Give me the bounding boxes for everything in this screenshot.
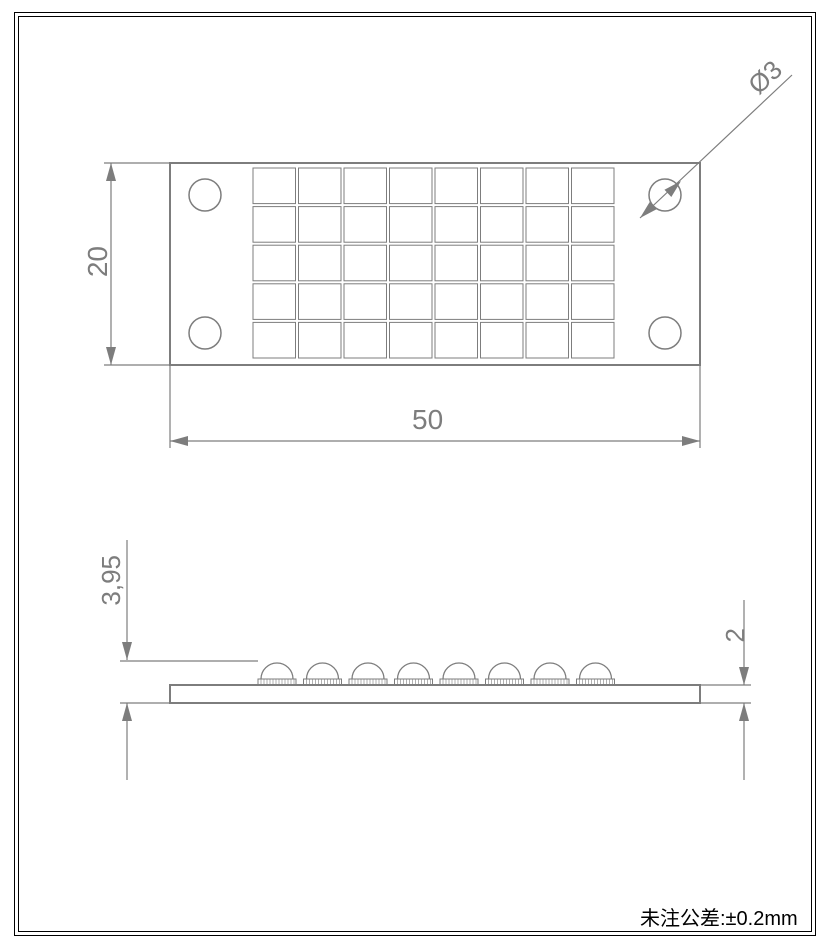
dim-height-2: 2 <box>720 628 751 642</box>
dim-height-20: 20 <box>82 246 114 277</box>
tolerance-note: 未注公差:±0.2mm <box>640 902 798 931</box>
dim-width-50: 50 <box>412 404 443 436</box>
dim-height-3-95: 3,95 <box>96 555 127 606</box>
engineering-drawing <box>0 0 830 948</box>
